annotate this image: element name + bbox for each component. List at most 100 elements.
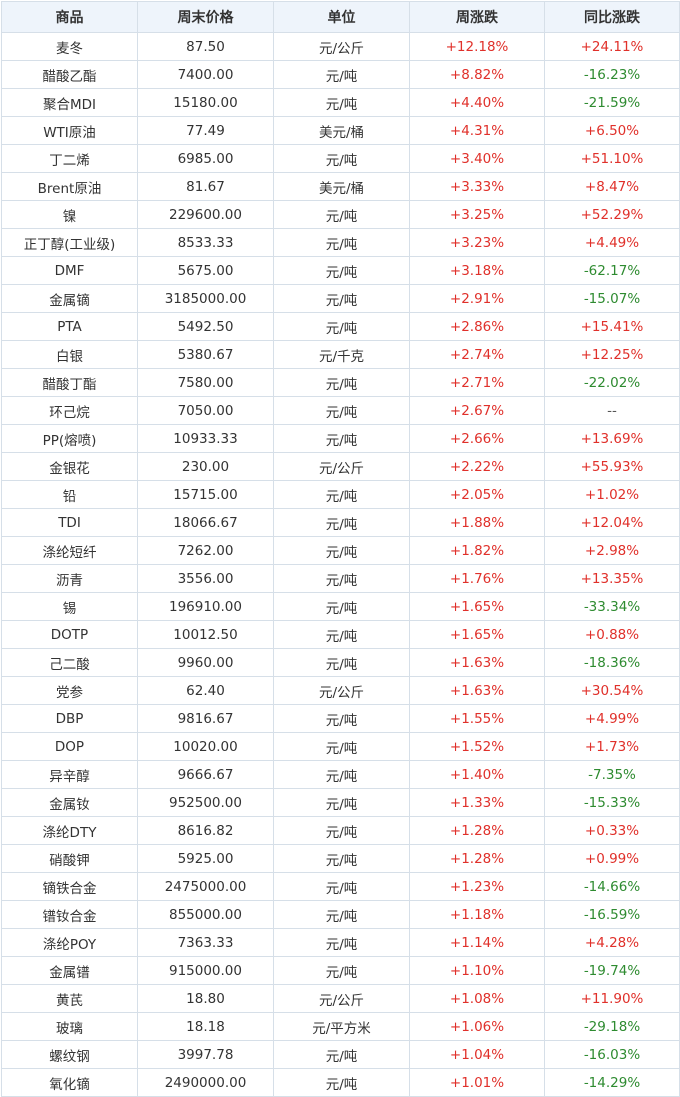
table-header-row: 商品 周末价格 单位 周涨跌 同比涨跌 bbox=[1, 1, 680, 33]
weekly-change-cell: +1.28% bbox=[409, 844, 545, 873]
unit-cell: 元/吨 bbox=[273, 60, 410, 89]
weekend-price-cell: 18066.67 bbox=[137, 508, 274, 537]
commodity-name-cell: DOTP bbox=[1, 620, 138, 649]
yoy-change-cell: -14.29% bbox=[544, 1068, 680, 1097]
table-row: 硝酸钾 5925.00 元/吨 +1.28% +0.99% bbox=[1, 844, 680, 873]
unit-cell: 元/吨 bbox=[273, 564, 410, 593]
weekly-change-cell: +1.23% bbox=[409, 872, 545, 901]
weekend-price-cell: 7580.00 bbox=[137, 368, 274, 397]
weekly-change-cell: +1.63% bbox=[409, 676, 545, 705]
yoy-change-cell: +2.98% bbox=[544, 536, 680, 565]
unit-cell: 元/吨 bbox=[273, 1068, 410, 1097]
commodity-name-cell: 金属镨 bbox=[1, 956, 138, 985]
weekly-change-cell: +2.91% bbox=[409, 284, 545, 313]
yoy-change-cell: +0.33% bbox=[544, 816, 680, 845]
weekly-change-cell: +1.40% bbox=[409, 760, 545, 789]
unit-cell: 元/吨 bbox=[273, 788, 410, 817]
table-row: 氧化镝 2490000.00 元/吨 +1.01% -14.29% bbox=[1, 1068, 680, 1097]
weekend-price-cell: 855000.00 bbox=[137, 900, 274, 929]
commodity-name-cell: DMF bbox=[1, 256, 138, 285]
unit-cell: 元/公斤 bbox=[273, 452, 410, 481]
weekly-change-cell: +1.06% bbox=[409, 1012, 545, 1041]
commodity-name-cell: 铅 bbox=[1, 480, 138, 509]
table-row: 铅 15715.00 元/吨 +2.05% +1.02% bbox=[1, 480, 680, 509]
weekly-change-cell: +3.33% bbox=[409, 172, 545, 201]
commodity-name-cell: 聚合MDI bbox=[1, 88, 138, 117]
unit-cell: 元/吨 bbox=[273, 228, 410, 257]
weekly-change-cell: +1.76% bbox=[409, 564, 545, 593]
yoy-change-cell: +6.50% bbox=[544, 116, 680, 145]
commodity-name-cell: 涤纶POY bbox=[1, 928, 138, 957]
weekly-change-cell: +1.88% bbox=[409, 508, 545, 537]
unit-cell: 元/吨 bbox=[273, 200, 410, 229]
yoy-change-cell: -22.02% bbox=[544, 368, 680, 397]
weekly-change-cell: +1.55% bbox=[409, 704, 545, 733]
weekly-change-cell: +1.01% bbox=[409, 1068, 545, 1097]
unit-cell: 元/公斤 bbox=[273, 676, 410, 705]
weekend-price-cell: 915000.00 bbox=[137, 956, 274, 985]
weekly-change-cell: +3.25% bbox=[409, 200, 545, 229]
weekend-price-cell: 5380.67 bbox=[137, 340, 274, 369]
yoy-change-cell: +11.90% bbox=[544, 984, 680, 1013]
weekend-price-cell: 81.67 bbox=[137, 172, 274, 201]
weekend-price-cell: 62.40 bbox=[137, 676, 274, 705]
weekend-price-cell: 5925.00 bbox=[137, 844, 274, 873]
yoy-change-cell: -- bbox=[544, 396, 680, 425]
table-row: 沥青 3556.00 元/吨 +1.76% +13.35% bbox=[1, 564, 680, 593]
weekend-price-cell: 10020.00 bbox=[137, 732, 274, 761]
unit-cell: 元/吨 bbox=[273, 480, 410, 509]
yoy-change-cell: +12.04% bbox=[544, 508, 680, 537]
commodity-name-cell: 己二酸 bbox=[1, 648, 138, 677]
table-row: 涤纶POY 7363.33 元/吨 +1.14% +4.28% bbox=[1, 928, 680, 957]
header-commodity: 商品 bbox=[1, 1, 138, 33]
weekly-change-cell: +2.22% bbox=[409, 452, 545, 481]
yoy-change-cell: +1.73% bbox=[544, 732, 680, 761]
table-row: PP(熔喷) 10933.33 元/吨 +2.66% +13.69% bbox=[1, 424, 680, 453]
commodity-name-cell: 金属镝 bbox=[1, 284, 138, 313]
yoy-change-cell: -15.33% bbox=[544, 788, 680, 817]
unit-cell: 元/吨 bbox=[273, 592, 410, 621]
weekly-change-cell: +2.71% bbox=[409, 368, 545, 397]
commodity-name-cell: WTI原油 bbox=[1, 116, 138, 145]
commodity-name-cell: 麦冬 bbox=[1, 32, 138, 61]
commodity-name-cell: DOP bbox=[1, 732, 138, 761]
unit-cell: 元/公斤 bbox=[273, 32, 410, 61]
table-row: 镨钕合金 855000.00 元/吨 +1.18% -16.59% bbox=[1, 900, 680, 929]
yoy-change-cell: +15.41% bbox=[544, 312, 680, 341]
weekend-price-cell: 2475000.00 bbox=[137, 872, 274, 901]
table-row: 黄芪 18.80 元/公斤 +1.08% +11.90% bbox=[1, 984, 680, 1013]
yoy-change-cell: +13.69% bbox=[544, 424, 680, 453]
table-row: 锡 196910.00 元/吨 +1.65% -33.34% bbox=[1, 592, 680, 621]
yoy-change-cell: -14.66% bbox=[544, 872, 680, 901]
weekly-change-cell: +1.63% bbox=[409, 648, 545, 677]
header-weekend-price: 周末价格 bbox=[137, 1, 274, 33]
weekend-price-cell: 15180.00 bbox=[137, 88, 274, 117]
table-row: 麦冬 87.50 元/公斤 +12.18% +24.11% bbox=[1, 32, 680, 61]
weekend-price-cell: 8533.33 bbox=[137, 228, 274, 257]
unit-cell: 美元/桶 bbox=[273, 172, 410, 201]
weekly-change-cell: +2.05% bbox=[409, 480, 545, 509]
table-row: 镝铁合金 2475000.00 元/吨 +1.23% -14.66% bbox=[1, 872, 680, 901]
weekend-price-cell: 229600.00 bbox=[137, 200, 274, 229]
table-row: 环己烷 7050.00 元/吨 +2.67% -- bbox=[1, 396, 680, 425]
commodity-name-cell: 涤纶短纤 bbox=[1, 536, 138, 565]
yoy-change-cell: +4.28% bbox=[544, 928, 680, 957]
table-row: 异辛醇 9666.67 元/吨 +1.40% -7.35% bbox=[1, 760, 680, 789]
unit-cell: 元/吨 bbox=[273, 424, 410, 453]
table-row: 党参 62.40 元/公斤 +1.63% +30.54% bbox=[1, 676, 680, 705]
unit-cell: 元/吨 bbox=[273, 816, 410, 845]
weekend-price-cell: 7400.00 bbox=[137, 60, 274, 89]
unit-cell: 元/吨 bbox=[273, 732, 410, 761]
unit-cell: 元/吨 bbox=[273, 508, 410, 537]
weekend-price-cell: 230.00 bbox=[137, 452, 274, 481]
table-row: 白银 5380.67 元/千克 +2.74% +12.25% bbox=[1, 340, 680, 369]
yoy-change-cell: +13.35% bbox=[544, 564, 680, 593]
commodity-name-cell: 氧化镝 bbox=[1, 1068, 138, 1097]
weekend-price-cell: 9816.67 bbox=[137, 704, 274, 733]
weekend-price-cell: 77.49 bbox=[137, 116, 274, 145]
table-row: 醋酸丁酯 7580.00 元/吨 +2.71% -22.02% bbox=[1, 368, 680, 397]
table-row: 涤纶短纤 7262.00 元/吨 +1.82% +2.98% bbox=[1, 536, 680, 565]
table-row: 醋酸乙酯 7400.00 元/吨 +8.82% -16.23% bbox=[1, 60, 680, 89]
table-row: DOP 10020.00 元/吨 +1.52% +1.73% bbox=[1, 732, 680, 761]
yoy-change-cell: +1.02% bbox=[544, 480, 680, 509]
